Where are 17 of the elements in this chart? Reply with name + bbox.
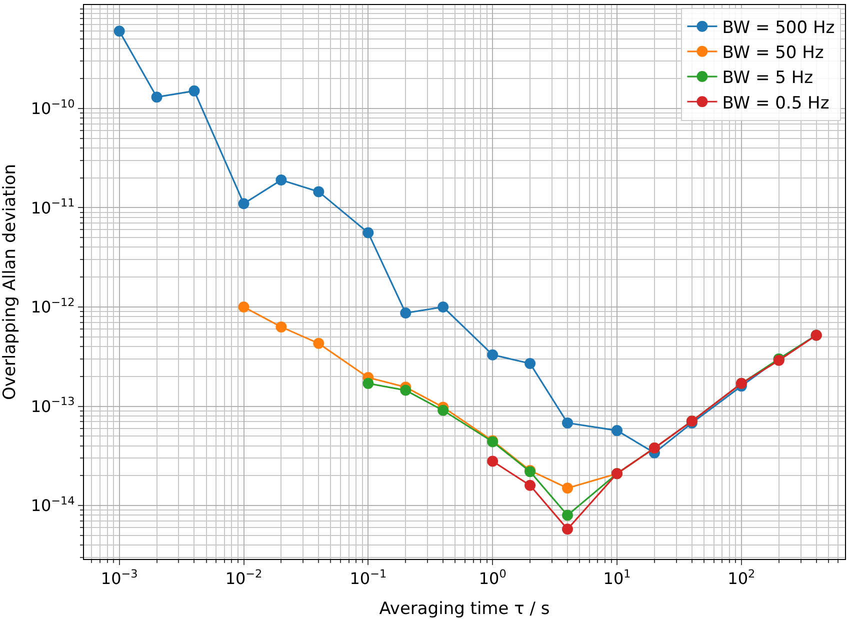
x-tick-label: 10$^{−2}$: [225, 567, 262, 588]
y-axis-title: Overlapping Allan deviation: [0, 164, 20, 400]
legend-label: BW = 500 Hz: [722, 18, 835, 38]
legend-label: BW = 0.5 Hz: [722, 93, 830, 114]
y-tick-label: 10$^{−12}$: [30, 296, 75, 317]
y-tick-label: 10$^{−10}$: [30, 97, 75, 118]
x-tick-label: 10$^{0}$: [478, 567, 506, 588]
legend-label: BW = 50 Hz: [722, 43, 824, 64]
x-tick-label: 10$^{2}$: [728, 567, 756, 588]
x-axis-title: Averaging time τ / s: [379, 599, 550, 619]
y-tick-label: 10$^{−14}$: [30, 494, 75, 516]
x-tick-label: 10$^{−1}$: [350, 567, 387, 588]
y-tick-label: 10$^{−13}$: [30, 395, 75, 416]
y-tick-label: 10$^{−11}$: [30, 196, 75, 218]
x-tick-label: 10$^{−3}$: [100, 567, 138, 588]
x-tick-label: 10$^{1}$: [603, 567, 631, 588]
legend-label: BW = 5 Hz: [722, 68, 814, 88]
